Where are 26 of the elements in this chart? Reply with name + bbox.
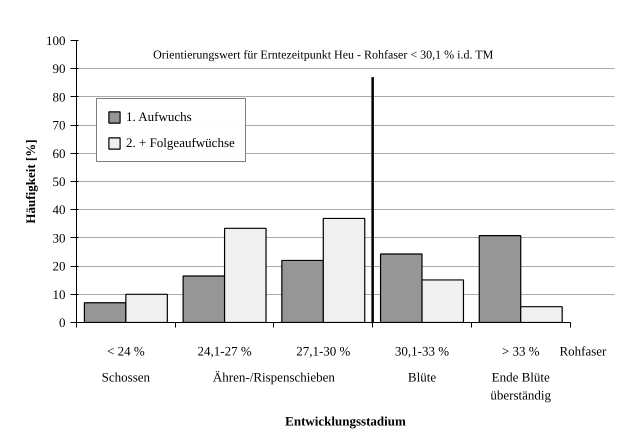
x-tick-label: 27,1-30 % [296, 344, 351, 358]
legend-label: 1. Aufwuchs [126, 109, 192, 125]
x-tick-label: 24,1-27 % [197, 344, 252, 358]
y-tick-label: 0 [59, 315, 66, 330]
legend-label: 2. + Folgeaufwüchse [126, 135, 235, 151]
y-axis-title: Häufigkeit [%] [23, 139, 38, 224]
y-tick-label: 50 [52, 174, 66, 189]
y-tick-label: 60 [52, 146, 66, 161]
x-tick-label: < 24 % [107, 344, 145, 358]
text: Rohfaser [559, 344, 608, 358]
annotation: Orientierungswert für Erntezeitpunkt Heu - Rohfaser < 30,1 % i.d. TM [153, 48, 494, 62]
y-tick-label: 30 [52, 230, 66, 246]
y-tick-label: 90 [52, 61, 66, 76]
y-tick-label: 10 [52, 286, 66, 302]
y-tick-label: 80 [52, 89, 66, 104]
y-tick-label: 20 [52, 258, 66, 274]
text: Ende Blüte überständig [490, 370, 552, 402]
y-tick-label: 100 [46, 33, 66, 48]
x-axis-title: Entwicklungsstadium [285, 414, 406, 428]
y-tick-label: 40 [52, 202, 66, 218]
x-tick-label: > 33 % [502, 344, 540, 358]
text: Blüte [408, 370, 436, 384]
text: Schossen [102, 370, 151, 384]
x-tick-label: 30,1-33 % [394, 344, 450, 358]
text: Ähren-/Rispenschieben [212, 370, 336, 384]
y-tick-label: 70 [52, 118, 66, 133]
